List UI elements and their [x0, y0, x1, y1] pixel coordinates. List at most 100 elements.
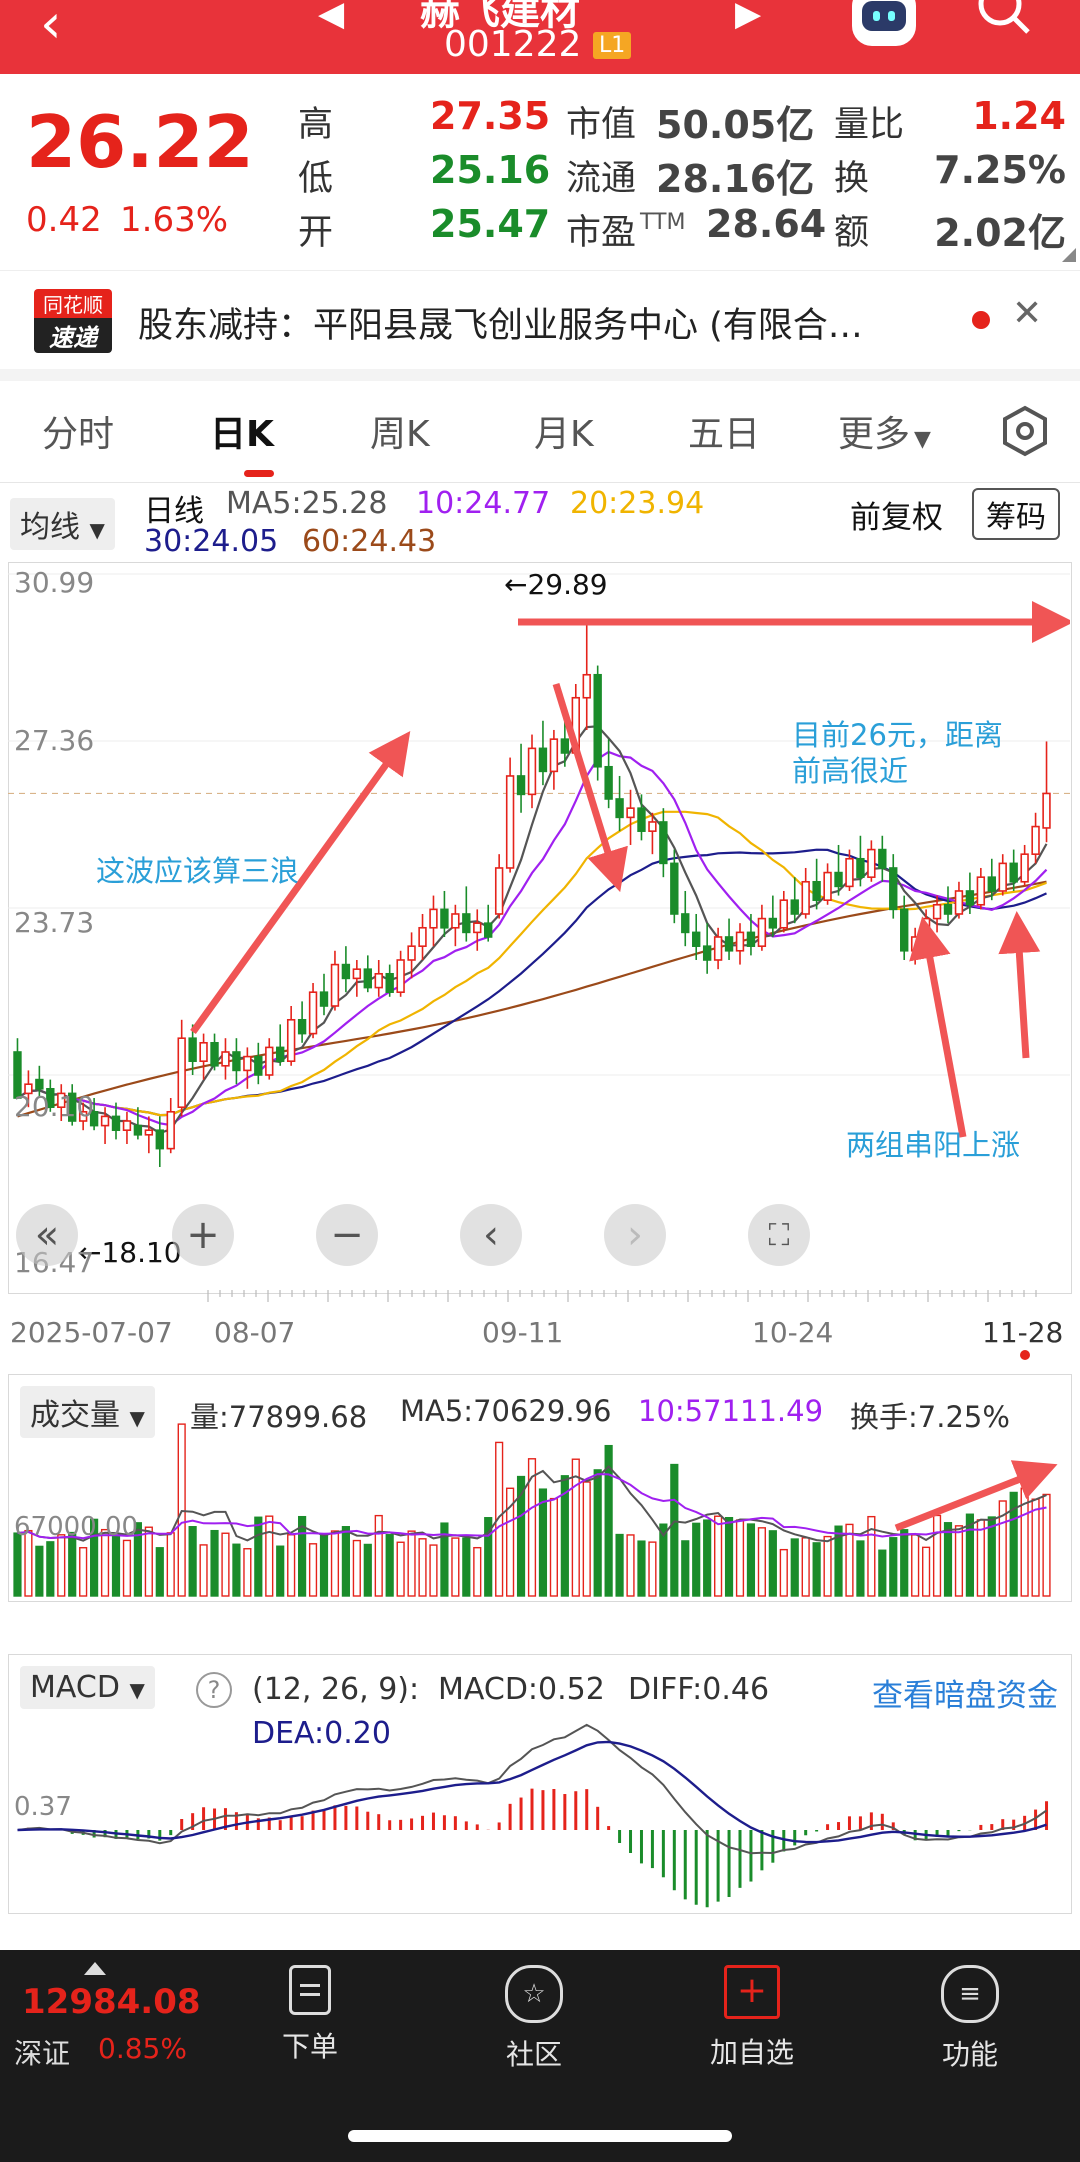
index-up-icon: [84, 1962, 106, 1975]
prev-stock-icon[interactable]: ◀: [318, 0, 345, 34]
volume-bar: [429, 1544, 438, 1597]
candle-body: [812, 880, 821, 901]
volume-bar: [812, 1542, 821, 1597]
tab-intraday[interactable]: 分时: [42, 414, 115, 455]
volume-turnover: 换手:7.25%: [850, 1400, 1010, 1434]
candle-body: [363, 968, 372, 989]
volume-bar: [538, 1488, 548, 1597]
mcap-label: 市值: [566, 105, 637, 145]
macd-chart[interactable]: [8, 1654, 1070, 1912]
volume-bar: [703, 1519, 712, 1597]
candle-body: [1009, 862, 1018, 883]
tab-more[interactable]: 更多 ▼: [838, 405, 931, 457]
volume-bar: [714, 1515, 723, 1597]
candle-body: [779, 899, 788, 929]
volume-bar: [276, 1545, 285, 1597]
volume-bar: [68, 1531, 77, 1597]
nav-community[interactable]: ☆ 社区: [474, 1965, 594, 2073]
candle-body: [232, 1051, 241, 1072]
volume-bar: [363, 1543, 372, 1597]
y-label: 30.99: [14, 566, 95, 599]
nav-functions[interactable]: ≡ 功能: [910, 1965, 1030, 2073]
ma5-value: MA5:25.28: [226, 486, 388, 521]
volume-chart[interactable]: [8, 1374, 1070, 1600]
pe-label: 市盈: [566, 213, 637, 253]
candle-body: [122, 1120, 132, 1132]
candle-body: [1031, 825, 1040, 855]
index-value[interactable]: 12984.08: [22, 1982, 201, 2022]
rewind-icon[interactable]: «: [16, 1204, 78, 1266]
candle-body: [78, 1111, 88, 1122]
candle-body: [188, 1037, 197, 1062]
search-icon[interactable]: [974, 0, 1034, 42]
volume-bar: [133, 1522, 142, 1597]
news-flash-bar[interactable]: 同花顺 速递 股东减持：平阳县晟飞创业服务中心 (有限合… ✕: [0, 270, 1080, 381]
volume-bar: [254, 1516, 263, 1597]
volume-selector[interactable]: 成交量 ▼: [20, 1386, 155, 1438]
macd-panel[interactable]: [8, 1654, 1072, 1914]
volume-bar: [976, 1519, 985, 1597]
stock-name: 赫飞建材: [420, 0, 580, 34]
candle-body: [746, 931, 756, 947]
turnover-value: 7.25%: [934, 148, 1066, 192]
tabs-divider: [0, 482, 1080, 483]
candle-body: [965, 890, 975, 906]
robot-assistant-icon[interactable]: [852, 0, 916, 46]
zoom-in-icon[interactable]: +: [172, 1204, 234, 1266]
volume-bar: [681, 1540, 690, 1597]
zoom-out-icon[interactable]: −: [316, 1204, 378, 1266]
volume-bar: [232, 1543, 241, 1597]
dark-pool-funds-link[interactable]: 查看暗盘资金: [872, 1678, 1058, 1714]
tab-daily-k[interactable]: 日K: [210, 414, 274, 455]
tab-weekly-k[interactable]: 周K: [370, 414, 430, 455]
expand-corner-icon[interactable]: [1062, 248, 1076, 262]
tab-five-day[interactable]: 五日: [688, 414, 761, 455]
macd-selector[interactable]: MACD ▼: [20, 1666, 155, 1709]
volume-bar: [495, 1441, 504, 1597]
tab-monthly-k[interactable]: 月K: [534, 414, 594, 455]
chip-distribution-button[interactable]: 筹码: [972, 488, 1060, 540]
candle-body: [308, 991, 318, 1035]
volume-bar: [221, 1532, 230, 1597]
settings-hexagon-icon[interactable]: [998, 404, 1052, 462]
candle-body: [801, 880, 810, 915]
candle-body: [210, 1041, 219, 1067]
volume-bar: [407, 1530, 416, 1597]
volume-bar: [199, 1544, 208, 1597]
candle-body: [13, 1051, 22, 1099]
volume-bar: [965, 1513, 974, 1597]
help-icon[interactable]: ?: [196, 1672, 232, 1708]
fullscreen-icon[interactable]: ⛶: [748, 1204, 810, 1266]
close-icon[interactable]: ✕: [1012, 293, 1043, 334]
volume-bar: [922, 1546, 931, 1597]
volume-ma10-line: [17, 1473, 1047, 1540]
kline-chart[interactable]: [8, 562, 1070, 1302]
ma-selector-label: 均线: [20, 510, 80, 545]
ma20-value: 20:23.94: [570, 486, 705, 521]
nav-order-label: 下单: [281, 2030, 338, 2063]
volume-bar: [768, 1530, 777, 1597]
back-icon[interactable]: ‹: [40, 0, 62, 55]
ma-selector[interactable]: 均线 ▼: [10, 498, 115, 550]
pe-ttm-label: TTM: [640, 210, 686, 235]
adjust-mode[interactable]: 前复权: [850, 500, 943, 536]
candle-body: [440, 908, 449, 929]
volume-bar: [998, 1500, 1007, 1597]
volume-bar: [473, 1546, 482, 1597]
news-text[interactable]: 股东减持：平阳县晟飞创业服务中心 (有限合…: [138, 306, 863, 346]
volume-bar: [867, 1515, 876, 1597]
volume-bar: [100, 1528, 110, 1597]
volume-bar: [1042, 1493, 1051, 1597]
next-stock-icon[interactable]: ▶: [735, 0, 762, 34]
candle-body: [527, 747, 537, 796]
volume-bar: [932, 1514, 942, 1597]
scroll-left-icon[interactable]: ‹: [460, 1204, 522, 1266]
candle-body: [823, 871, 832, 901]
candle-body: [494, 867, 504, 915]
scroll-right-icon[interactable]: ›: [604, 1204, 666, 1266]
volume-ma5-line: [17, 1465, 1047, 1543]
kline-panel[interactable]: [8, 562, 1072, 1294]
candle-body: [111, 1115, 121, 1132]
nav-order[interactable]: 下单: [250, 1965, 370, 2065]
nav-add-watchlist[interactable]: + 加自选: [692, 1965, 812, 2071]
